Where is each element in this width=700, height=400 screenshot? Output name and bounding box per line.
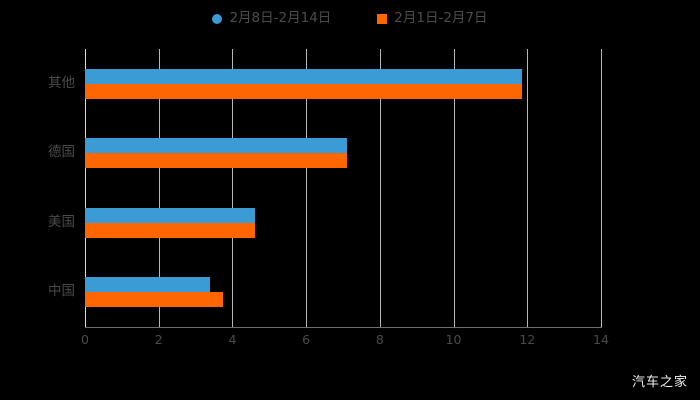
bar[interactable] [85, 153, 347, 169]
y-axis-tick-label: 其他 [48, 74, 75, 91]
x-axis-tick-label: 4 [228, 332, 237, 347]
y-axis-labels: 中国 美国 德国 其他 [0, 49, 75, 327]
bar[interactable] [85, 277, 211, 293]
y-axis-line [85, 49, 86, 327]
x-axis-tick-label: 8 [375, 332, 384, 347]
legend-item-1[interactable]: 2月1日-2月7日 [377, 10, 488, 27]
bar-group [85, 138, 601, 169]
plot-area [85, 49, 602, 327]
x-axis-line [85, 327, 602, 328]
circle-marker-icon [212, 14, 223, 24]
legend-label-0: 2月8日-2月14日 [229, 10, 332, 27]
bar-group [85, 68, 601, 99]
x-axis-tick-label: 2 [154, 332, 163, 347]
bar[interactable] [85, 292, 224, 308]
legend-item-0[interactable]: 2月8日-2月14日 [212, 12, 331, 26]
x-axis-tick-label: 0 [81, 332, 89, 347]
y-axis-tick-label: 德国 [48, 144, 75, 161]
y-axis-tick-label: 中国 [48, 283, 75, 300]
chart-legend: 2月8日-2月14日 2月1日-2月7日 [0, 8, 700, 30]
legend-label-1: 2月1日-2月7日 [394, 10, 488, 27]
gridline-x-8 [379, 49, 381, 327]
gridline-x-2 [158, 49, 160, 327]
gridline-x-6 [306, 49, 308, 327]
gridline-x-10 [453, 49, 455, 327]
y-axis-tick-label: 美国 [48, 213, 75, 230]
bar[interactable] [85, 83, 522, 99]
watermark: 汽车之家 [631, 375, 688, 390]
gridline-x-4 [232, 49, 234, 327]
bar-group [85, 277, 601, 308]
gridline-x-14 [601, 49, 602, 327]
bar[interactable] [85, 222, 255, 238]
gridline-x-12 [527, 49, 529, 327]
x-axis-tick-label: 12 [519, 332, 536, 347]
bar[interactable] [85, 207, 255, 223]
x-axis-tick-label: 10 [445, 332, 462, 347]
bar[interactable] [85, 138, 347, 154]
square-marker-icon [377, 14, 388, 24]
bar[interactable] [85, 68, 522, 84]
bar-group [85, 207, 601, 238]
x-axis-tick-label: 6 [302, 332, 311, 347]
x-axis-tick-label: 14 [593, 332, 609, 347]
